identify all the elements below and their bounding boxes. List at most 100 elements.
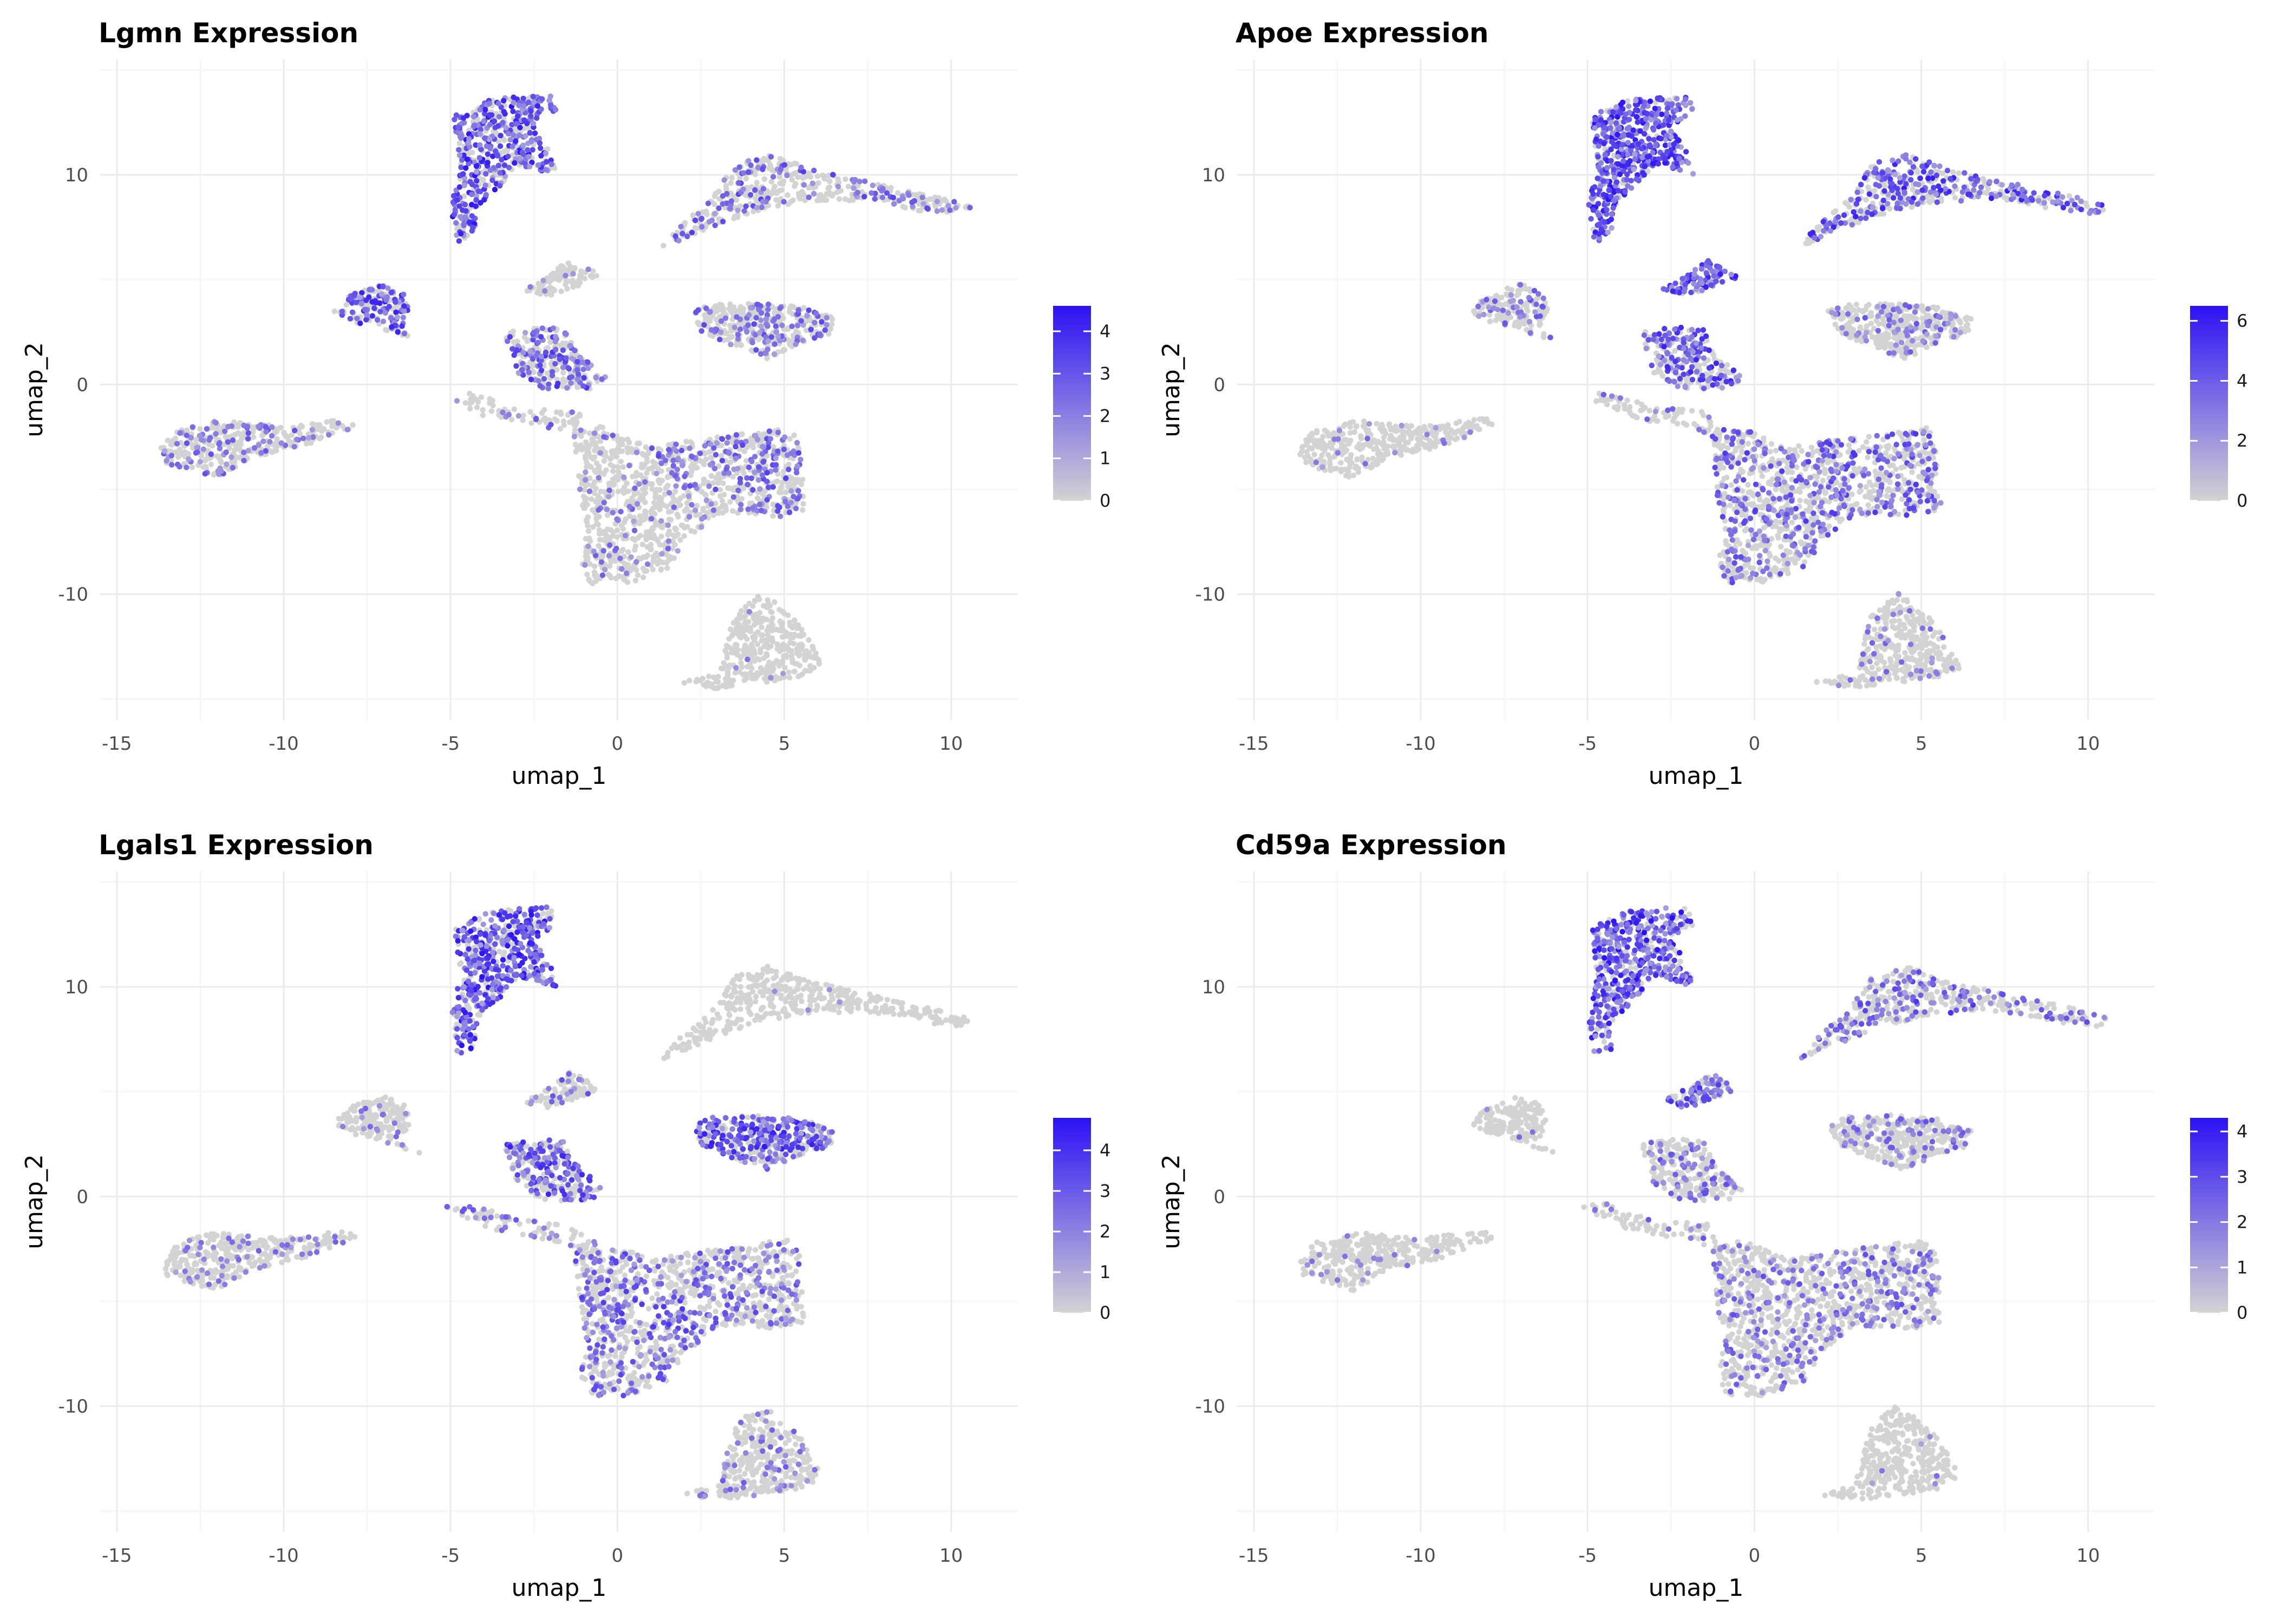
cell-point <box>574 367 580 373</box>
cell-point <box>1910 633 1916 639</box>
cell-point <box>716 205 722 211</box>
cell-point <box>496 114 502 120</box>
cell-point <box>1857 675 1863 680</box>
cell-point <box>795 450 802 456</box>
cell-point <box>1365 457 1371 463</box>
cell-point <box>1347 420 1353 426</box>
cell-point <box>808 663 814 670</box>
cell-point <box>767 669 773 675</box>
cell-point <box>642 499 648 506</box>
cell-point <box>835 176 841 182</box>
cell-point <box>798 165 804 171</box>
cell-point <box>658 533 664 540</box>
cell-point <box>1432 433 1437 440</box>
cell-point <box>535 339 541 345</box>
cell-point <box>745 322 751 328</box>
cell-point <box>501 137 507 143</box>
cell-point <box>767 436 774 442</box>
cell-point <box>574 359 580 365</box>
cell-point <box>666 528 672 534</box>
cell-point <box>1389 434 1395 440</box>
colorbar-tick-label: 0 <box>1100 490 1110 511</box>
cell-point <box>550 325 557 331</box>
cell-point <box>520 142 526 148</box>
cell-point <box>557 356 563 362</box>
cell-point <box>723 182 729 189</box>
cell-point <box>383 327 389 333</box>
cell-point <box>495 123 501 129</box>
cell-point <box>330 418 337 424</box>
cell-point <box>712 222 718 228</box>
cell-point <box>1942 667 1948 673</box>
cell-point <box>537 383 543 389</box>
cell-point <box>643 444 649 450</box>
cell-point <box>1895 647 1901 653</box>
cell-point <box>794 440 800 446</box>
cell-point <box>530 147 535 153</box>
colorbar-tick-label: 3 <box>1100 363 1110 384</box>
cell-point <box>401 303 407 309</box>
cell-point <box>580 366 586 372</box>
cell-point <box>452 207 458 213</box>
cell-point <box>752 332 759 338</box>
cell-point <box>768 675 774 681</box>
cell-point <box>1410 449 1416 455</box>
cell-point <box>1900 676 1906 682</box>
cell-point <box>533 416 539 422</box>
cell-point <box>190 424 195 430</box>
cell-point <box>305 435 312 441</box>
cell-point <box>498 414 505 420</box>
cell-point <box>606 487 612 493</box>
cell-point <box>1299 444 1305 450</box>
cell-point <box>692 217 698 224</box>
cell-point <box>701 461 707 467</box>
cell-point <box>794 661 800 667</box>
cell-point <box>515 413 522 419</box>
cell-point <box>679 459 685 465</box>
cell-point <box>720 219 726 225</box>
cell-point <box>778 489 784 495</box>
cell-point <box>684 500 690 506</box>
cell-point <box>395 329 401 335</box>
cell-point <box>531 330 537 336</box>
cell-point <box>364 312 370 318</box>
cell-point <box>585 557 591 563</box>
cell-point <box>761 444 767 450</box>
cell-point <box>357 294 363 300</box>
cell-point <box>734 439 740 445</box>
cell-point <box>702 443 708 449</box>
cell-point <box>537 362 543 369</box>
cell-point <box>657 487 663 493</box>
cell-point <box>895 190 901 196</box>
cell-point <box>596 475 602 481</box>
cell-point <box>746 464 752 470</box>
cell-point <box>456 140 462 146</box>
cell-point <box>622 533 629 539</box>
cell-point <box>362 306 368 312</box>
cell-point <box>717 487 723 493</box>
cell-point <box>700 209 705 215</box>
cell-point <box>808 653 814 660</box>
cell-point <box>222 428 228 434</box>
cell-point <box>814 173 821 179</box>
cell-point <box>1408 435 1414 442</box>
cell-point <box>732 167 739 173</box>
cell-point <box>784 172 790 179</box>
cell-point <box>761 459 767 464</box>
cell-point <box>743 604 749 610</box>
cell-point <box>628 554 634 560</box>
cell-point <box>649 512 655 518</box>
cell-point <box>649 486 655 492</box>
x-tick-label: -10 <box>269 733 299 755</box>
cell-point <box>591 430 598 436</box>
cell-point <box>787 509 793 515</box>
cell-point <box>369 313 376 319</box>
cell-point <box>511 352 517 358</box>
cell-point <box>487 396 493 402</box>
cell-point <box>711 466 718 472</box>
cell-point <box>708 327 715 333</box>
cell-point <box>1896 618 1903 624</box>
cell-point <box>552 334 559 340</box>
cell-point <box>685 493 692 499</box>
cell-point <box>711 445 717 451</box>
